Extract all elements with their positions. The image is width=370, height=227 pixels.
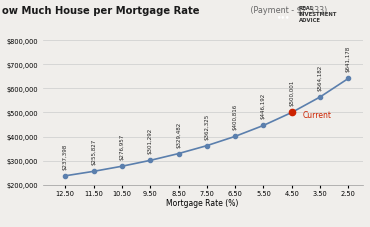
Text: REAL
INVESTMENT
ADVICE: REAL INVESTMENT ADVICE bbox=[299, 6, 337, 23]
Text: $362,325: $362,325 bbox=[204, 113, 209, 139]
Text: Current: Current bbox=[303, 110, 332, 119]
Text: $564,182: $564,182 bbox=[317, 64, 323, 91]
Text: $301,292: $301,292 bbox=[148, 128, 153, 154]
Text: (Payment - $2,333): (Payment - $2,333) bbox=[248, 6, 327, 15]
Text: $641,178: $641,178 bbox=[346, 46, 351, 72]
Text: $276,957: $276,957 bbox=[120, 133, 124, 160]
Text: $329,482: $329,482 bbox=[176, 121, 181, 147]
X-axis label: Mortgage Rate (%): Mortgage Rate (%) bbox=[166, 199, 239, 207]
Text: $500,001: $500,001 bbox=[289, 80, 294, 106]
Text: $400,816: $400,816 bbox=[233, 104, 238, 130]
Text: •••: ••• bbox=[277, 15, 291, 20]
Text: $255,827: $255,827 bbox=[91, 138, 96, 165]
Text: $237,398: $237,398 bbox=[63, 143, 68, 169]
Text: ow Much House per Mortgage Rate: ow Much House per Mortgage Rate bbox=[2, 6, 199, 16]
Text: $446,192: $446,192 bbox=[261, 93, 266, 119]
